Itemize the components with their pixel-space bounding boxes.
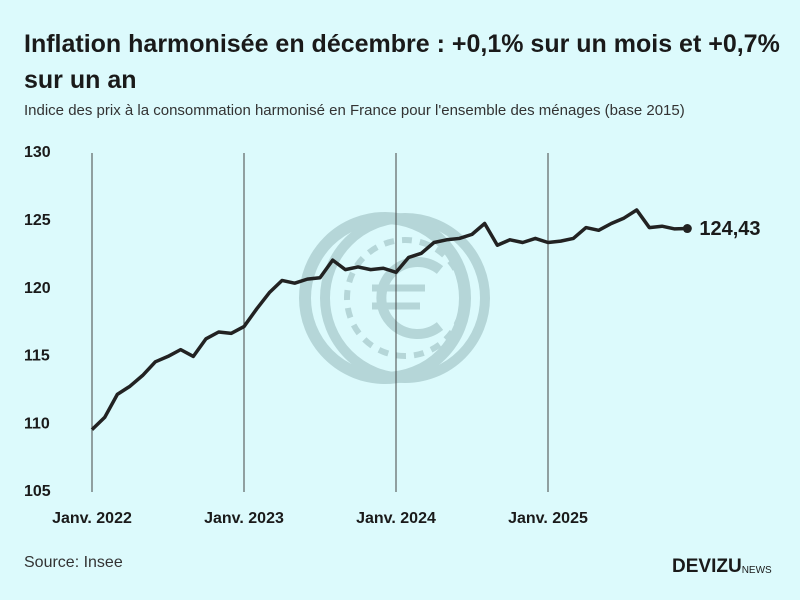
coin-watermark xyxy=(299,212,490,384)
data-line xyxy=(90,208,688,431)
y-tick-label: 130 xyxy=(24,144,51,161)
source: Source: Insee xyxy=(24,554,123,571)
brand: DEVIZUNEWS xyxy=(672,556,772,577)
y-tick-label: 110 xyxy=(24,415,50,432)
brand-name: DEVIZU xyxy=(672,556,742,577)
y-tick-label: 115 xyxy=(24,348,50,365)
y-tick-label: 120 xyxy=(24,280,51,297)
chart-subtitle: Indice des prix à la consommation harmon… xyxy=(24,102,685,119)
x-tick-label: Janv. 2025 xyxy=(508,510,588,527)
end-point xyxy=(682,224,692,234)
x-tick-label: Janv. 2023 xyxy=(204,510,284,527)
x-tick-label: Janv. 2022 xyxy=(52,510,132,527)
x-tick-label: Janv. 2024 xyxy=(356,510,436,527)
y-tick-label: 125 xyxy=(24,212,51,229)
chart-title: Inflation harmonisée en décembre : +0,1%… xyxy=(24,30,780,94)
y-tick-label: 105 xyxy=(24,483,51,500)
value-label: 124,43 xyxy=(699,218,760,240)
brand-suffix: NEWS xyxy=(742,565,772,576)
